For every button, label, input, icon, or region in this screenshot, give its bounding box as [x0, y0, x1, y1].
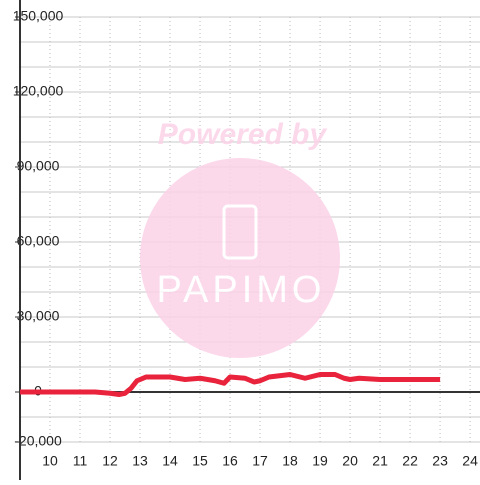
y-tick-label: 30,000	[17, 308, 60, 324]
x-tick-label: 24	[462, 453, 478, 469]
x-tick-label: 14	[162, 453, 178, 469]
x-tick-label: 13	[132, 453, 148, 469]
x-tick-label: 18	[282, 453, 298, 469]
y-tick-label: 60,000	[17, 233, 60, 249]
x-tick-label: 16	[222, 453, 238, 469]
y-tick-label: 90,000	[17, 158, 60, 174]
x-tick-label: 17	[252, 453, 268, 469]
watermark-title: Powered by	[158, 118, 328, 151]
x-tick-label: 23	[432, 453, 448, 469]
y-tick-label: -20,000	[14, 433, 62, 449]
x-tick-label: 15	[192, 453, 208, 469]
watermark-logo: PAPIMO	[157, 269, 326, 311]
y-tick-label: 150,000	[13, 8, 64, 24]
watermark: Powered by PAPIMO	[140, 118, 340, 358]
x-tick-label: 10	[42, 453, 58, 469]
x-tick-label: 22	[402, 453, 418, 469]
y-tick-label: 120,000	[13, 83, 64, 99]
watermark-phone	[222, 204, 258, 260]
data-line	[20, 372, 441, 397]
x-tick-label: 11	[73, 453, 88, 469]
x-tick-label: 20	[342, 453, 358, 469]
x-tick-label: 12	[102, 453, 118, 469]
x-tick-label: 19	[312, 453, 328, 469]
x-tick-label: 21	[372, 453, 388, 469]
